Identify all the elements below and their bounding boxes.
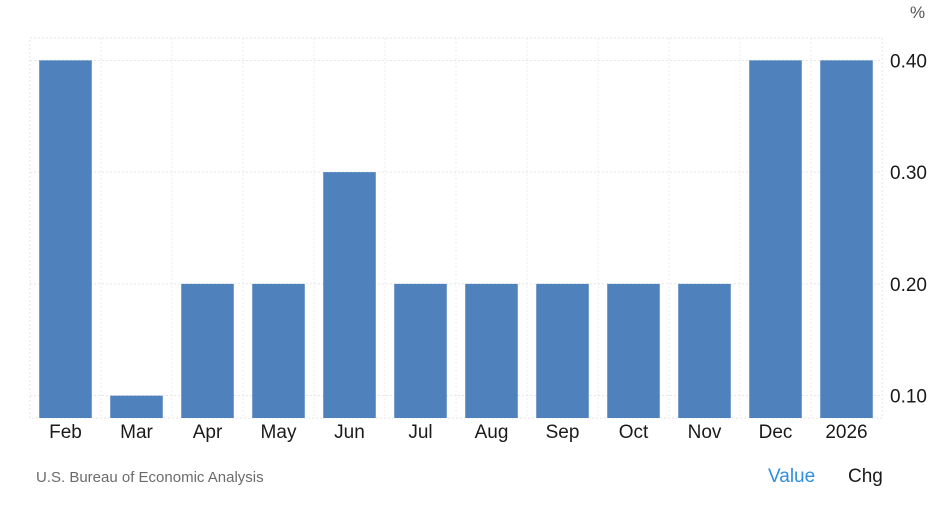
bar-dec[interactable] — [749, 60, 802, 419]
bar-2026[interactable] — [820, 60, 873, 419]
y-tick-label: 0.20 — [890, 275, 927, 296]
y-axis-unit-label: % — [910, 3, 925, 22]
change-toggle-button[interactable]: Chg — [848, 466, 883, 487]
x-tick-label: Jul — [408, 422, 432, 443]
bar-chart: Feb Mar Apr May Jun Jul Aug Sep Oct Nov Dec 2026 0.… — [29, 3, 927, 443]
x-tick-label: Nov — [688, 422, 722, 443]
x-tick-label: Dec — [759, 422, 793, 443]
x-tick-label: Aug — [475, 422, 509, 443]
bar-jun[interactable] — [323, 172, 376, 418]
bar-aug[interactable] — [465, 283, 518, 418]
x-tick-label: Jun — [334, 422, 365, 443]
x-tick-label: Sep — [546, 422, 580, 443]
x-axis-labels: Feb Mar Apr May Jun Jul Aug Sep Oct Nov Dec 2026 — [49, 422, 868, 443]
value-toggle-button[interactable]: Value — [768, 466, 816, 487]
chart-bars — [39, 60, 873, 419]
bar-nov[interactable] — [678, 283, 731, 418]
x-tick-label: Feb — [49, 422, 82, 443]
bar-oct[interactable] — [607, 283, 660, 418]
x-tick-label: Apr — [193, 422, 223, 443]
y-tick-label: 0.40 — [890, 51, 927, 72]
bar-feb[interactable] — [39, 60, 92, 419]
x-tick-label: Oct — [619, 422, 649, 443]
y-tick-label: 0.10 — [890, 387, 927, 408]
x-tick-label: 2026 — [825, 422, 867, 443]
chart-footer: U.S. Bureau of Economic Analysis Value C… — [0, 462, 941, 498]
y-tick-label: 0.30 — [890, 163, 927, 184]
bar-apr[interactable] — [181, 283, 234, 418]
chart-grid — [29, 37, 883, 419]
bar-may[interactable] — [252, 283, 305, 418]
y-axis-labels: 0.40 0.30 0.20 0.10 — [890, 51, 927, 407]
x-tick-label: May — [261, 422, 297, 443]
bar-jul[interactable] — [394, 283, 447, 418]
bar-mar[interactable] — [110, 395, 163, 418]
bar-sep[interactable] — [536, 283, 589, 418]
x-tick-label: Mar — [120, 422, 153, 443]
source-attribution: U.S. Bureau of Economic Analysis — [36, 469, 264, 486]
